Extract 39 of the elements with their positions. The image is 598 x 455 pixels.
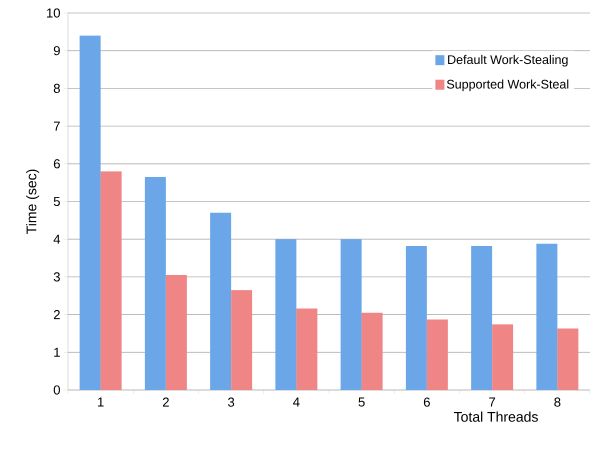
y-tick-label: 2 xyxy=(54,310,60,320)
x-tick-label: 8 xyxy=(554,398,560,407)
x-tick-label: 2 xyxy=(162,398,169,407)
x-tick-label: 5 xyxy=(358,398,365,407)
bar xyxy=(557,328,578,390)
bar xyxy=(536,244,558,390)
x-axis-title: Total Threads xyxy=(454,412,538,422)
bar xyxy=(144,176,166,390)
y-tick-label: 7 xyxy=(54,122,60,131)
bar xyxy=(492,324,514,390)
y-tick-label: 9 xyxy=(54,46,60,56)
y-tick-label: 3 xyxy=(54,272,60,282)
y-tick-label: 0 xyxy=(54,385,60,395)
x-tick-label: 1 xyxy=(98,398,104,406)
x-tick-label: 3 xyxy=(228,398,234,407)
y-tick-label: 8 xyxy=(54,84,60,93)
bar xyxy=(275,239,296,390)
bar xyxy=(210,212,232,390)
bar xyxy=(80,36,101,390)
bar xyxy=(231,290,252,390)
bar xyxy=(426,319,448,390)
x-tick-label: 7 xyxy=(489,398,496,406)
bar xyxy=(166,275,187,390)
y-axis-title: Time (sec) xyxy=(26,170,40,234)
bar xyxy=(340,239,362,390)
x-tick-label: 6 xyxy=(424,398,430,407)
bar xyxy=(362,312,383,390)
legend-label: Supported Work-Steal xyxy=(446,79,568,92)
y-tick-label: 5 xyxy=(54,196,60,206)
y-tick-label: 10 xyxy=(47,8,60,18)
bar xyxy=(471,246,492,390)
bar xyxy=(406,246,427,390)
y-tick-label: 4 xyxy=(54,234,60,244)
legend-label: Default Work-Stealing xyxy=(448,54,568,67)
y-tick-label: 6 xyxy=(54,159,60,168)
x-tick-label: 4 xyxy=(293,398,300,406)
y-tick-label: 1 xyxy=(54,348,60,357)
bar xyxy=(296,308,318,390)
bar xyxy=(100,171,122,390)
